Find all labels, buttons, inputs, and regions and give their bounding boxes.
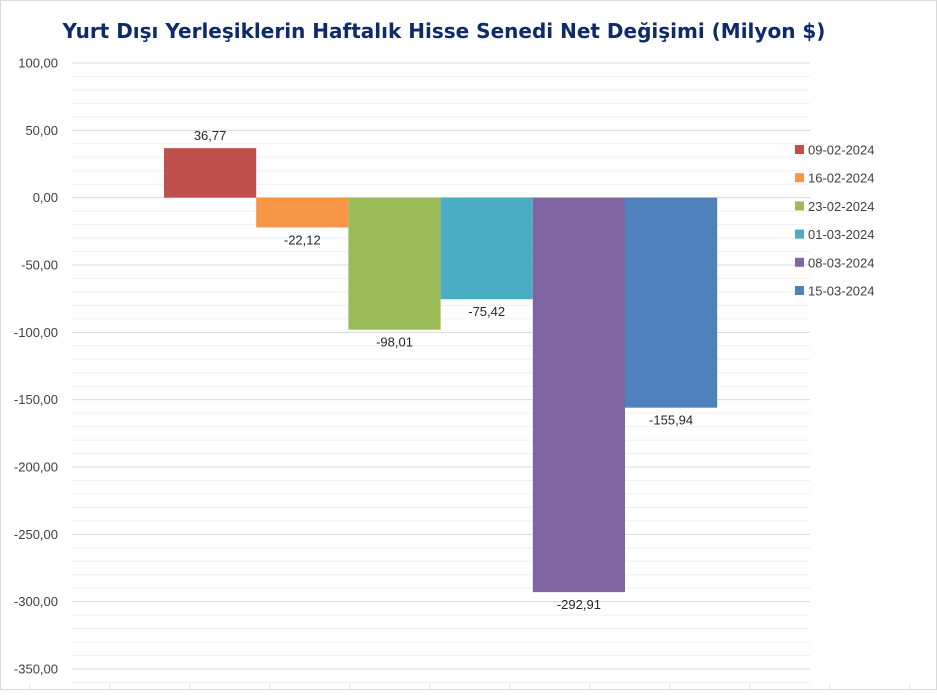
legend-swatch bbox=[795, 201, 804, 211]
legend-label: 08-03-2024 bbox=[808, 255, 875, 270]
legend-label: 01-03-2024 bbox=[808, 227, 875, 242]
y-tick-label: -150,00 bbox=[14, 392, 58, 407]
bar-01-03-2024 bbox=[440, 197, 533, 300]
legend-label: 23-02-2024 bbox=[808, 199, 875, 214]
y-tick-label: -100,00 bbox=[14, 325, 58, 340]
y-tick-label: 0,00 bbox=[33, 190, 58, 205]
legend-label: 16-02-2024 bbox=[808, 171, 875, 186]
bar-16-02-2024 bbox=[256, 197, 349, 228]
legend-label: 09-02-2024 bbox=[808, 143, 875, 158]
y-tick-label: -350,00 bbox=[14, 662, 58, 677]
y-tick-label: 50,00 bbox=[25, 123, 58, 138]
data-label: -98,01 bbox=[376, 335, 413, 350]
chart-title: Yurt Dışı Yerleşiklerin Haftalık Hisse S… bbox=[62, 19, 826, 43]
bar-08-03-2024 bbox=[532, 197, 625, 593]
y-tick-label: -300,00 bbox=[14, 594, 58, 609]
legend-swatch bbox=[795, 286, 804, 295]
y-tick-label: -200,00 bbox=[14, 460, 58, 475]
legend-swatch bbox=[795, 229, 804, 239]
y-axis-ticks: 100,00 50,00 0,00 -50,00 -100,00 -150,00 -200,… bbox=[14, 56, 58, 677]
legend: 09-02-2024 16-02-2024 23-02-2024 01-03-2024… bbox=[795, 143, 875, 299]
bar-23-02-2024 bbox=[348, 197, 441, 330]
legend-swatch bbox=[795, 145, 804, 154]
bar-15-03-2024 bbox=[625, 197, 718, 408]
y-tick-label: -50,00 bbox=[21, 258, 58, 273]
bar-09-02-2024 bbox=[164, 148, 257, 198]
data-label: -22,12 bbox=[284, 232, 321, 247]
legend-swatch bbox=[795, 173, 804, 183]
legend-label: 15-03-2024 bbox=[808, 284, 875, 299]
y-tick-label: -250,00 bbox=[14, 527, 58, 542]
data-label: 36,77 bbox=[194, 128, 227, 143]
bars bbox=[164, 148, 718, 593]
legend-swatch bbox=[795, 257, 804, 267]
data-label: -155,94 bbox=[649, 413, 693, 428]
y-tick-label: 100,00 bbox=[18, 56, 58, 71]
data-labels: 36,77 -22,12 -98,01 -75,42 -292,91 -155,94 bbox=[194, 128, 693, 612]
data-label: -292,91 bbox=[557, 597, 601, 612]
data-label: -75,42 bbox=[468, 304, 505, 319]
